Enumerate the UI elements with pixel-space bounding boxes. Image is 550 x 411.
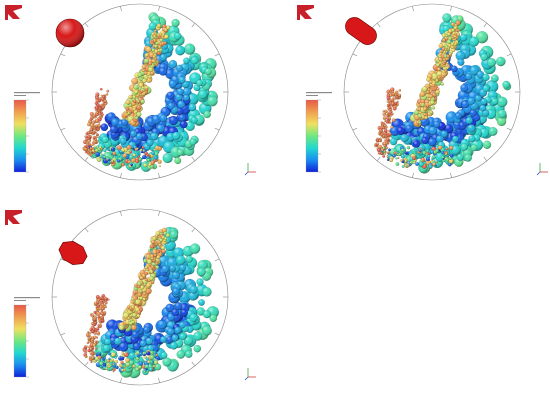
particle-shape-capsule-icon: [345, 17, 377, 45]
drum-outline: [343, 3, 521, 181]
drum-simulation-view: [5, 208, 256, 386]
particle-bed: [374, 13, 512, 174]
particle-bed: [82, 12, 218, 172]
color-scale-bar: [13, 297, 40, 378]
drum-simulation-view: [297, 3, 548, 181]
brand-logo-icon: [5, 210, 22, 225]
axis-triad-icon: [244, 163, 256, 176]
drum-outline: [51, 3, 229, 181]
axis-triad-icon: [536, 163, 548, 176]
color-scale-bar: [13, 92, 40, 173]
particle-shape-sphere-icon: [55, 18, 85, 48]
brand-logo-icon: [297, 5, 314, 20]
color-scale-bar: [305, 92, 332, 173]
panel-top-left: [0, 0, 275, 205]
panel-top-right: [292, 0, 550, 205]
brand-logo-icon: [5, 5, 22, 20]
particle-shape-octagon-icon: [58, 241, 88, 265]
panel-bottom-left: [0, 205, 275, 410]
drum-outline: [51, 208, 229, 386]
axis-triad-icon: [244, 368, 256, 381]
drum-simulation-view: [5, 3, 256, 181]
particle-bed: [82, 226, 219, 379]
